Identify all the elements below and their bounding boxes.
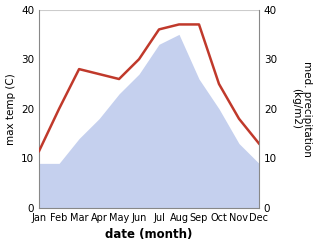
X-axis label: date (month): date (month) [105, 228, 193, 242]
Y-axis label: max temp (C): max temp (C) [5, 73, 16, 145]
Y-axis label: med. precipitation
(kg/m2): med. precipitation (kg/m2) [291, 61, 313, 157]
